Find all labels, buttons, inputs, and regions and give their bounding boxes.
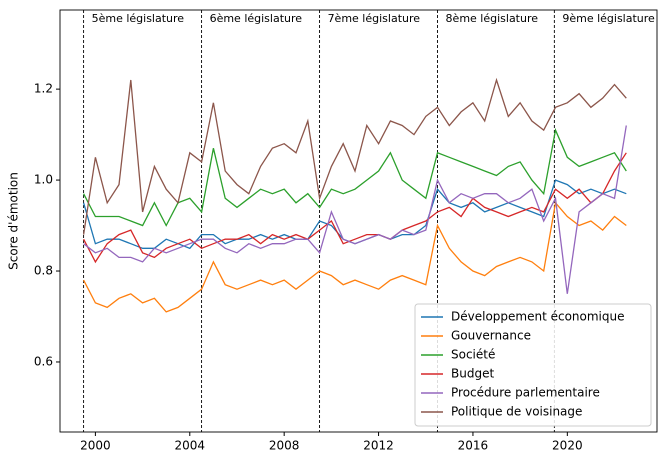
y-tick-label: 1.0 <box>34 173 53 187</box>
series-line <box>83 125 627 294</box>
y-tick-label: 0.6 <box>34 354 53 368</box>
x-tick-label: 2004 <box>175 439 206 452</box>
series-line <box>83 127 627 227</box>
legislature-label: 9ème législature <box>562 12 655 25</box>
x-tick-label: 2012 <box>363 439 394 452</box>
legend-label: Politique de voisinage <box>451 405 582 419</box>
y-tick-label: 0.8 <box>34 264 53 278</box>
legend-label: Société <box>451 348 495 362</box>
y-axis-label: Score d'émotion <box>7 172 21 270</box>
x-tick-label: 2016 <box>458 439 489 452</box>
legend: Développement économique Gouvernance Socié… <box>414 303 652 427</box>
legislature-label: 5ème législature <box>92 12 185 25</box>
series-line <box>83 201 627 313</box>
legislature-label: 8ème législature <box>446 12 539 25</box>
x-tick-label: 2000 <box>80 439 111 452</box>
legend-label: Budget <box>451 367 494 381</box>
x-tick-label: 2020 <box>552 439 583 452</box>
series-line <box>83 152 627 264</box>
legend-box <box>414 303 652 427</box>
y-tick-label: 1.2 <box>34 82 53 96</box>
x-tick-label: 2008 <box>269 439 300 452</box>
series-line <box>82 77 627 235</box>
plot-frame <box>59 9 658 433</box>
legislature-label: 7ème législature <box>328 12 421 25</box>
legislature-label: 6ème législature <box>210 12 303 25</box>
legend-label: Procédure parlementaire <box>451 386 600 400</box>
legend-label: Gouvernance <box>451 329 531 343</box>
legend-label: Développement économique <box>451 310 625 324</box>
